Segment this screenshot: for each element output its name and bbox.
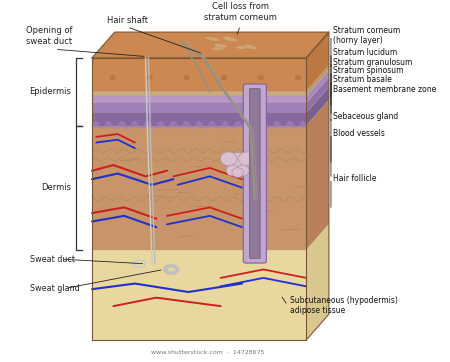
Polygon shape bbox=[92, 32, 329, 58]
Circle shape bbox=[220, 152, 237, 166]
Circle shape bbox=[147, 76, 152, 80]
Polygon shape bbox=[92, 113, 306, 126]
Polygon shape bbox=[306, 32, 329, 91]
Text: Stratum lucidum: Stratum lucidum bbox=[333, 48, 397, 57]
Text: Basement membrane zone: Basement membrane zone bbox=[333, 85, 436, 94]
Circle shape bbox=[226, 153, 249, 172]
Ellipse shape bbox=[236, 45, 248, 50]
Text: Hair follicle: Hair follicle bbox=[333, 174, 377, 183]
Polygon shape bbox=[92, 103, 306, 113]
FancyBboxPatch shape bbox=[243, 84, 266, 263]
Polygon shape bbox=[306, 87, 329, 126]
Polygon shape bbox=[92, 126, 306, 250]
Circle shape bbox=[110, 76, 115, 80]
Ellipse shape bbox=[244, 44, 257, 50]
Text: Cell loss from
stratum corneum: Cell loss from stratum corneum bbox=[204, 3, 277, 22]
Polygon shape bbox=[306, 224, 329, 340]
Ellipse shape bbox=[223, 37, 237, 42]
Circle shape bbox=[258, 76, 263, 80]
Polygon shape bbox=[92, 96, 306, 103]
Polygon shape bbox=[92, 250, 306, 340]
Text: Epidermis: Epidermis bbox=[30, 87, 72, 96]
Circle shape bbox=[238, 152, 255, 166]
FancyBboxPatch shape bbox=[249, 88, 260, 258]
Text: Blood vessels: Blood vessels bbox=[333, 129, 385, 138]
Circle shape bbox=[184, 76, 189, 80]
Text: Hair shaft: Hair shaft bbox=[107, 16, 148, 25]
Ellipse shape bbox=[205, 37, 220, 41]
Text: Sweat duct: Sweat duct bbox=[30, 254, 75, 264]
Circle shape bbox=[296, 76, 301, 80]
Polygon shape bbox=[92, 58, 306, 91]
Ellipse shape bbox=[214, 43, 227, 48]
Circle shape bbox=[236, 165, 249, 176]
Text: Dermis: Dermis bbox=[41, 183, 72, 192]
Text: www.shutterstock.com  ·  14728675: www.shutterstock.com · 14728675 bbox=[151, 350, 264, 355]
Polygon shape bbox=[306, 70, 329, 103]
Text: Sebaceous gland: Sebaceous gland bbox=[333, 112, 398, 121]
Text: Stratum basale: Stratum basale bbox=[333, 75, 392, 84]
Polygon shape bbox=[306, 100, 329, 250]
Polygon shape bbox=[306, 77, 329, 113]
Text: Stratum granulosum: Stratum granulosum bbox=[333, 58, 412, 67]
Text: Sweat gland: Sweat gland bbox=[30, 284, 80, 293]
Polygon shape bbox=[306, 66, 329, 96]
Ellipse shape bbox=[212, 46, 227, 51]
Circle shape bbox=[226, 165, 239, 176]
Text: Subcutaneous (hypodermis)
adipose tissue: Subcutaneous (hypodermis) adipose tissue bbox=[290, 296, 398, 315]
Text: Opening of
sweat duct: Opening of sweat duct bbox=[26, 26, 72, 46]
Circle shape bbox=[232, 168, 243, 177]
Text: Stratum corneum
(horny layer): Stratum corneum (horny layer) bbox=[333, 26, 400, 45]
Polygon shape bbox=[92, 91, 306, 96]
Circle shape bbox=[221, 76, 226, 80]
Text: Stratum spinosum: Stratum spinosum bbox=[333, 67, 404, 75]
